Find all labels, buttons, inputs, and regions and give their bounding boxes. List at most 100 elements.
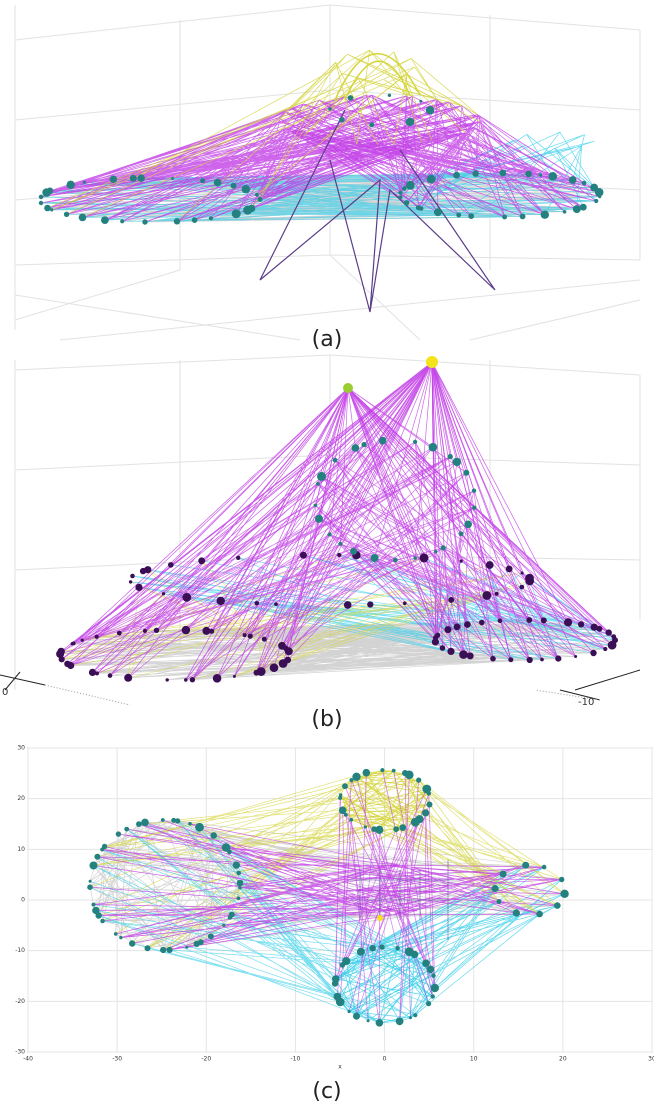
node: [559, 877, 564, 882]
node: [352, 773, 360, 781]
node: [431, 994, 435, 998]
x-tick-label: -20: [201, 1056, 211, 1063]
node: [87, 884, 93, 890]
node: [214, 179, 222, 187]
node: [357, 948, 365, 956]
node: [332, 975, 339, 982]
node: [100, 919, 105, 924]
node: [422, 959, 430, 967]
node: [92, 907, 99, 914]
node: [525, 574, 534, 583]
node: [233, 675, 236, 678]
node: [142, 219, 147, 224]
node: [379, 437, 387, 445]
node: [370, 945, 376, 951]
node: [367, 1019, 370, 1022]
node: [606, 629, 612, 635]
node: [427, 791, 431, 795]
node: [79, 214, 87, 222]
node: [116, 831, 121, 836]
node: [539, 173, 542, 176]
node: [236, 556, 240, 560]
node: [454, 624, 461, 631]
node: [47, 188, 54, 195]
node: [448, 454, 453, 459]
node: [339, 117, 344, 122]
node: [342, 783, 348, 789]
node: [440, 645, 446, 651]
node: [67, 181, 75, 189]
node: [119, 936, 122, 939]
node: [540, 658, 544, 662]
node: [143, 629, 147, 633]
node: [81, 639, 84, 642]
node: [404, 200, 409, 205]
node: [194, 941, 200, 947]
node: [554, 902, 561, 909]
node: [388, 94, 391, 97]
node: [459, 650, 468, 659]
node: [339, 542, 343, 546]
node: [195, 823, 204, 832]
node: [343, 383, 353, 393]
node: [228, 915, 232, 919]
node: [175, 818, 180, 823]
node: [243, 633, 247, 637]
node: [145, 945, 151, 951]
node: [499, 170, 506, 177]
node: [83, 181, 86, 184]
node: [344, 601, 352, 609]
x-axis-label: x: [338, 1064, 342, 1071]
node: [129, 580, 132, 583]
node: [367, 601, 373, 607]
x-tick-label: -40: [23, 1056, 33, 1063]
node: [464, 621, 471, 628]
node: [184, 678, 188, 682]
y-tick-label: -20: [15, 998, 25, 1005]
node: [406, 118, 414, 126]
y-tick-label: 0: [21, 897, 25, 904]
node: [185, 946, 188, 949]
node: [371, 826, 377, 832]
node: [200, 178, 205, 183]
node: [482, 591, 491, 600]
node: [89, 669, 96, 676]
node: [168, 562, 174, 568]
node: [422, 809, 429, 816]
node: [597, 626, 603, 632]
node: [154, 628, 159, 633]
node: [459, 531, 464, 536]
node: [582, 181, 587, 186]
node: [342, 957, 350, 965]
node: [453, 172, 460, 179]
node: [349, 818, 353, 822]
node: [591, 624, 598, 631]
node: [210, 832, 217, 839]
node: [402, 186, 407, 191]
node: [315, 515, 323, 523]
node: [472, 506, 476, 510]
node: [39, 201, 43, 205]
node: [350, 548, 357, 555]
axis-ticks-b: [45, 685, 600, 705]
node: [463, 470, 469, 476]
y-tick-label: -10: [15, 947, 25, 954]
node: [209, 629, 214, 634]
node: [448, 597, 454, 603]
node: [441, 545, 446, 550]
node: [110, 176, 117, 183]
node: [416, 778, 421, 783]
node: [161, 818, 165, 822]
node: [89, 880, 92, 883]
node: [563, 210, 567, 214]
node: [569, 176, 577, 184]
node: [413, 556, 417, 560]
node: [339, 807, 347, 815]
node: [395, 946, 399, 950]
node: [611, 634, 616, 639]
node: [506, 566, 513, 573]
node: [411, 951, 418, 958]
node: [393, 826, 399, 832]
node: [217, 597, 225, 605]
node: [536, 911, 543, 918]
